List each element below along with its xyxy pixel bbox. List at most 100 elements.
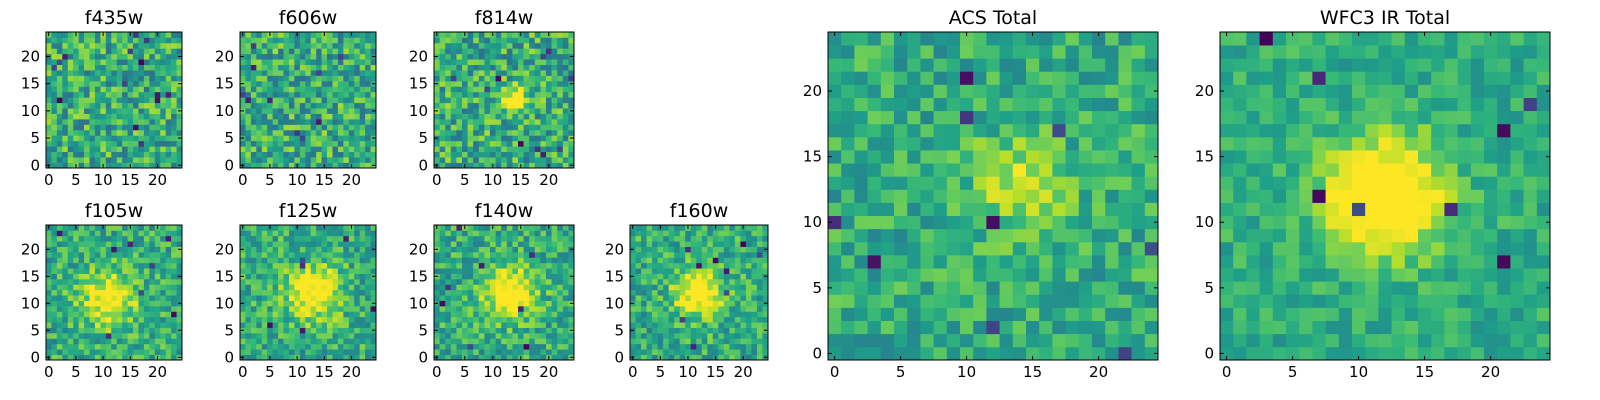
heatmap-cell xyxy=(100,322,107,328)
heatmap-cell xyxy=(354,262,361,269)
heatmap-cell xyxy=(473,151,480,158)
heatmap-cell xyxy=(663,257,669,264)
heatmap-cell xyxy=(562,124,569,131)
heatmap-cell xyxy=(663,279,669,285)
heatmap-cell xyxy=(456,322,463,328)
heatmap-cell xyxy=(73,108,79,114)
heatmap-cell xyxy=(256,91,263,98)
heatmap-cell xyxy=(712,230,719,237)
heatmap-cell xyxy=(294,284,301,291)
heatmap-cell xyxy=(523,113,530,120)
heatmap-cell xyxy=(111,32,118,38)
heatmap-cell xyxy=(933,294,948,308)
heatmap-cell xyxy=(745,338,752,345)
heatmap-cell xyxy=(762,225,769,231)
heatmap-cell xyxy=(529,349,536,355)
heatmap-cell xyxy=(529,151,536,158)
heatmap-cell xyxy=(740,252,747,258)
heatmap-cell xyxy=(630,306,636,312)
heatmap-cell xyxy=(100,151,107,158)
heatmap-cell xyxy=(62,42,69,49)
heatmap-cell xyxy=(267,246,273,253)
heatmap-cell xyxy=(370,225,377,231)
heatmap-cell xyxy=(78,119,85,125)
heatmap-cell xyxy=(62,295,69,301)
heatmap-cell xyxy=(445,262,452,269)
heatmap-cell xyxy=(316,140,322,147)
heatmap-cell xyxy=(495,102,502,109)
heatmap-cell xyxy=(679,295,686,301)
heatmap-cell xyxy=(484,157,491,163)
heatmap-cell xyxy=(359,80,366,87)
heatmap-cell xyxy=(348,343,355,350)
heatmap-cell xyxy=(337,257,344,264)
heatmap-cell xyxy=(122,354,128,361)
heatmap-cell xyxy=(154,268,161,274)
heatmap-cell xyxy=(261,289,268,296)
heatmap-cell xyxy=(305,311,312,318)
heatmap-cell xyxy=(294,279,301,285)
heatmap-cell xyxy=(51,327,58,334)
heatmap-cell xyxy=(283,230,290,237)
heatmap-cell xyxy=(250,162,257,169)
heatmap-cell xyxy=(245,119,252,125)
heatmap-cell xyxy=(354,80,361,87)
heatmap-cell xyxy=(1052,202,1066,217)
heatmap-cell xyxy=(557,225,564,231)
heatmap-cell xyxy=(478,80,485,87)
heatmap-cell xyxy=(305,140,312,147)
heatmap-cell xyxy=(986,163,1000,177)
heatmap-cell xyxy=(165,129,172,136)
heatmap-cell xyxy=(348,284,355,291)
heatmap-cell xyxy=(111,257,118,264)
heatmap-cell xyxy=(562,246,569,253)
y-tick-label: 10 xyxy=(215,294,234,312)
heatmap-cell xyxy=(657,230,664,237)
heatmap-cell xyxy=(370,311,377,318)
heatmap-cell xyxy=(116,268,123,274)
heatmap-cell xyxy=(78,97,85,104)
heatmap-cell xyxy=(729,295,736,301)
heatmap-cell xyxy=(450,252,457,258)
heatmap-cell xyxy=(46,284,52,291)
heatmap-cell xyxy=(960,333,974,348)
heatmap-cell xyxy=(272,268,279,274)
heatmap-cell xyxy=(462,86,468,93)
heatmap-cell xyxy=(51,157,58,163)
heatmap-cell xyxy=(1131,320,1146,335)
x-tick-label: 15 xyxy=(706,363,725,381)
heatmap-cell xyxy=(462,327,468,334)
heatmap-cell xyxy=(490,295,496,301)
heatmap-cell xyxy=(133,338,139,345)
heatmap-cell xyxy=(337,59,344,65)
heatmap-cell xyxy=(165,241,172,247)
heatmap-cell xyxy=(456,91,463,98)
heatmap-cell xyxy=(305,241,312,247)
heatmap-cell xyxy=(551,343,558,350)
heatmap-cell xyxy=(439,102,446,109)
heatmap-cell xyxy=(484,343,491,350)
heatmap-cell xyxy=(310,327,317,334)
heatmap-cell xyxy=(111,246,118,253)
heatmap-cell xyxy=(506,146,513,153)
heatmap-cell xyxy=(562,333,569,339)
heatmap-cell xyxy=(534,64,541,71)
heatmap-cell xyxy=(1118,294,1132,308)
heatmap-cell xyxy=(46,311,52,318)
heatmap-cell xyxy=(122,113,128,120)
heatmap-cell xyxy=(512,124,519,131)
heatmap-cell xyxy=(278,64,284,71)
heatmap-cell xyxy=(62,146,69,153)
heatmap-cell xyxy=(707,338,714,345)
heatmap-cell xyxy=(283,284,290,291)
heatmap-cell xyxy=(256,124,263,131)
heatmap-cell xyxy=(133,113,139,120)
heatmap-cell xyxy=(62,64,69,71)
heatmap-cell xyxy=(920,333,934,348)
heatmap-cell xyxy=(462,268,468,274)
heatmap-cell xyxy=(160,268,167,274)
heatmap-cell xyxy=(127,108,134,114)
heatmap-cell xyxy=(439,343,446,350)
heatmap-cell xyxy=(78,146,85,153)
heatmap-cell xyxy=(165,48,172,55)
